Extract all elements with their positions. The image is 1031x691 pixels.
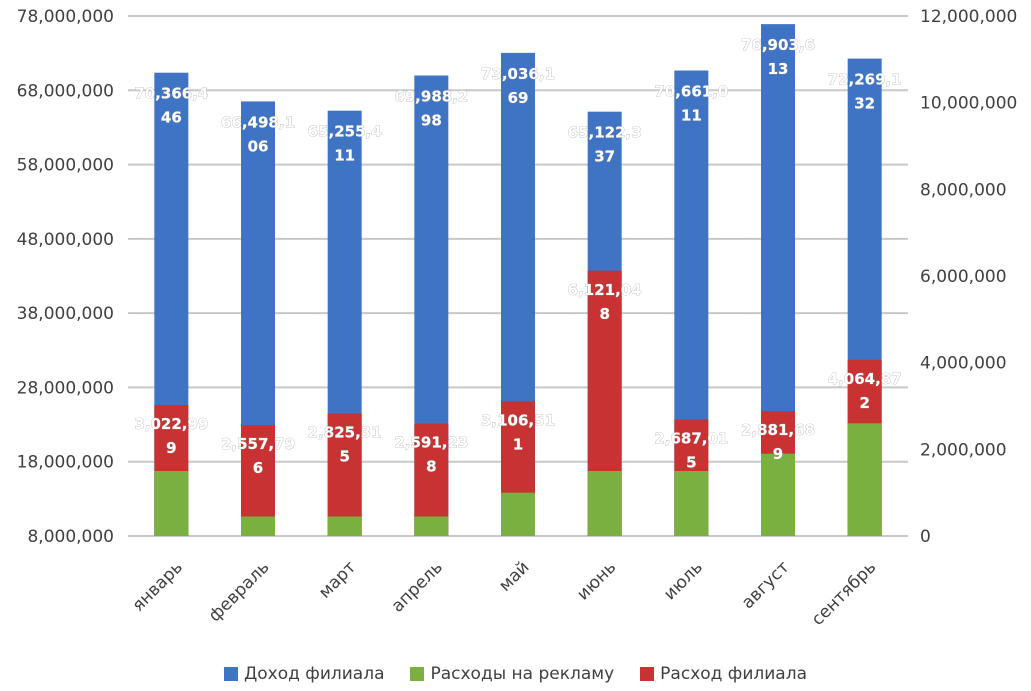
data-label-income-cont: 37 bbox=[594, 148, 615, 166]
y-right-tick-label: 6,000,000 bbox=[920, 267, 1007, 287]
data-label-expense: 2,557,79 bbox=[221, 435, 295, 453]
y-right-tick-label: 10,000,000 bbox=[920, 94, 1017, 114]
legend-swatch-advertising bbox=[410, 667, 425, 681]
data-label-expense: 4,064,87 bbox=[828, 370, 902, 388]
bar-advertising bbox=[154, 471, 189, 536]
y-left-tick-label: 68,000,000 bbox=[17, 81, 114, 101]
data-label-income: 76,903,6 bbox=[741, 36, 815, 54]
y-left-tick-label: 58,000,000 bbox=[17, 156, 114, 176]
legend-label-advertising: Расходы на рекламу bbox=[430, 664, 615, 684]
x-category-label: август bbox=[738, 557, 794, 613]
data-label-expense-cont: 1 bbox=[513, 435, 523, 453]
data-label-expense-cont: 6 bbox=[253, 459, 263, 477]
x-category-label: февраль bbox=[205, 557, 274, 626]
data-label-expense: 3,022,99 bbox=[134, 415, 208, 433]
y-left-tick-label: 18,000,000 bbox=[17, 453, 114, 473]
x-category-label: январь bbox=[128, 557, 186, 615]
data-label-income: 70,366,4 bbox=[134, 85, 208, 103]
data-label-expense-cont: 2 bbox=[859, 394, 869, 412]
data-label-income: 66,498,1 bbox=[221, 113, 295, 131]
data-label-income: 65,255,4 bbox=[308, 123, 382, 141]
legend-swatch-expense bbox=[640, 667, 655, 681]
data-label-income-cont: 11 bbox=[681, 107, 702, 125]
legend-item-expense: Расход филиала bbox=[640, 664, 807, 684]
bar-advertising bbox=[847, 423, 882, 536]
data-label-expense-cont: 5 bbox=[686, 454, 696, 472]
y-axis-left-ticks: 78,000,000 68,000,000 58,000,000 48,000,000… bbox=[17, 7, 114, 547]
data-label-income: 72,269,1 bbox=[828, 71, 902, 89]
data-label-expense-cont: 8 bbox=[599, 305, 609, 323]
data-label-income-cont: 46 bbox=[161, 109, 182, 127]
x-category-label: сентябрь bbox=[808, 557, 880, 629]
y-left-tick-label: 48,000,000 bbox=[17, 230, 114, 250]
x-category-label: июнь bbox=[573, 557, 620, 604]
y-left-tick-label: 38,000,000 bbox=[17, 304, 114, 324]
data-label-expense-cont: 9 bbox=[166, 439, 176, 457]
data-label-income-cont: 06 bbox=[248, 137, 269, 155]
x-category-label: май bbox=[495, 557, 533, 595]
data-label-expense-cont: 5 bbox=[339, 448, 349, 466]
legend: Доход филиала Расходы на рекламу Расход … bbox=[0, 664, 1031, 684]
data-label-expense: 2,591,23 bbox=[394, 434, 468, 452]
x-axis-categories: январь февраль март апрель май июнь июль август… bbox=[128, 557, 880, 629]
legend-item-advertising: Расходы на рекламу bbox=[410, 664, 614, 684]
bars bbox=[154, 24, 882, 537]
data-label-income: 69,988,2 bbox=[394, 88, 468, 106]
data-label-expense: 6,121,04 bbox=[568, 281, 642, 299]
y-left-tick-label: 78,000,000 bbox=[17, 7, 114, 27]
data-label-income-cont: 13 bbox=[768, 60, 789, 78]
x-category-label: апрель bbox=[388, 557, 447, 616]
stacked-bar-chart: 70,366,4 46 3,022,99 9 66,498,1 06 2,557,79 6 65… bbox=[17, 7, 1018, 630]
data-label-income-cont: 11 bbox=[334, 147, 355, 165]
data-label-income-cont: 98 bbox=[421, 112, 442, 130]
bar-advertising bbox=[241, 516, 275, 536]
x-category-label: март bbox=[315, 557, 360, 602]
data-label-expense-cont: 9 bbox=[773, 445, 783, 463]
legend-swatch-income bbox=[223, 667, 238, 681]
y-left-tick-label: 8,000,000 bbox=[27, 527, 114, 547]
data-label-income: 73,036,1 bbox=[481, 65, 555, 83]
data-label-income-cont: 32 bbox=[854, 95, 875, 113]
legend-item-income: Доход филиала bbox=[223, 664, 385, 684]
bar-advertising bbox=[501, 492, 535, 536]
bar-advertising bbox=[414, 516, 449, 536]
bar-advertising bbox=[327, 516, 362, 536]
data-labels: 70,366,4 46 3,022,99 9 66,498,1 06 2,557,79 6 65… bbox=[134, 36, 902, 478]
y-right-tick-label: 12,000,000 bbox=[920, 7, 1017, 27]
x-category-label: июль bbox=[660, 557, 707, 604]
data-label-expense: 2,825,31 bbox=[308, 424, 382, 442]
bar-advertising bbox=[761, 453, 795, 536]
bar-expense bbox=[327, 413, 362, 536]
data-label-expense: 2,687,01 bbox=[654, 430, 728, 448]
y-right-tick-label: 4,000,000 bbox=[920, 354, 1007, 374]
data-label-expense-cont: 8 bbox=[426, 458, 436, 476]
bar-advertising bbox=[587, 471, 622, 536]
legend-label-expense: Расход филиала bbox=[660, 664, 808, 684]
data-label-income: 70,661,0 bbox=[654, 83, 728, 101]
y-right-tick-label: 2,000,000 bbox=[920, 440, 1007, 460]
legend-label-income: Доход филиала bbox=[243, 664, 385, 684]
data-label-income-cont: 69 bbox=[508, 89, 529, 107]
y-right-tick-label: 0 bbox=[920, 527, 931, 547]
y-axis-right-ticks: 12,000,000 10,000,000 8,000,000 6,000,000 4,… bbox=[920, 7, 1017, 547]
data-label-income: 65,122,3 bbox=[568, 124, 642, 142]
data-label-expense: 3,106,51 bbox=[481, 411, 555, 429]
y-left-tick-label: 28,000,000 bbox=[17, 378, 114, 398]
bar-advertising bbox=[674, 471, 709, 536]
y-right-tick-label: 8,000,000 bbox=[920, 180, 1007, 200]
data-label-expense: 2,881,68 bbox=[741, 421, 815, 439]
